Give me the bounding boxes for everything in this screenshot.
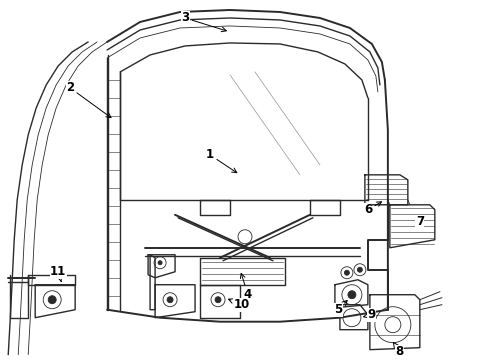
Text: 7: 7 [415,215,424,228]
Text: 9: 9 [364,308,376,321]
Text: 5: 5 [334,301,347,316]
Circle shape [348,291,356,299]
Circle shape [357,267,363,272]
Text: 3: 3 [181,12,226,32]
Circle shape [48,296,56,304]
Circle shape [158,261,162,265]
Circle shape [344,270,349,275]
Text: 4: 4 [241,274,252,301]
Text: 11: 11 [50,265,66,282]
Circle shape [167,297,173,303]
Text: 1: 1 [206,148,237,173]
Text: 6: 6 [364,202,382,216]
Text: 8: 8 [393,342,404,358]
Circle shape [215,297,221,303]
Text: 10: 10 [229,298,250,311]
Text: 2: 2 [66,81,111,118]
